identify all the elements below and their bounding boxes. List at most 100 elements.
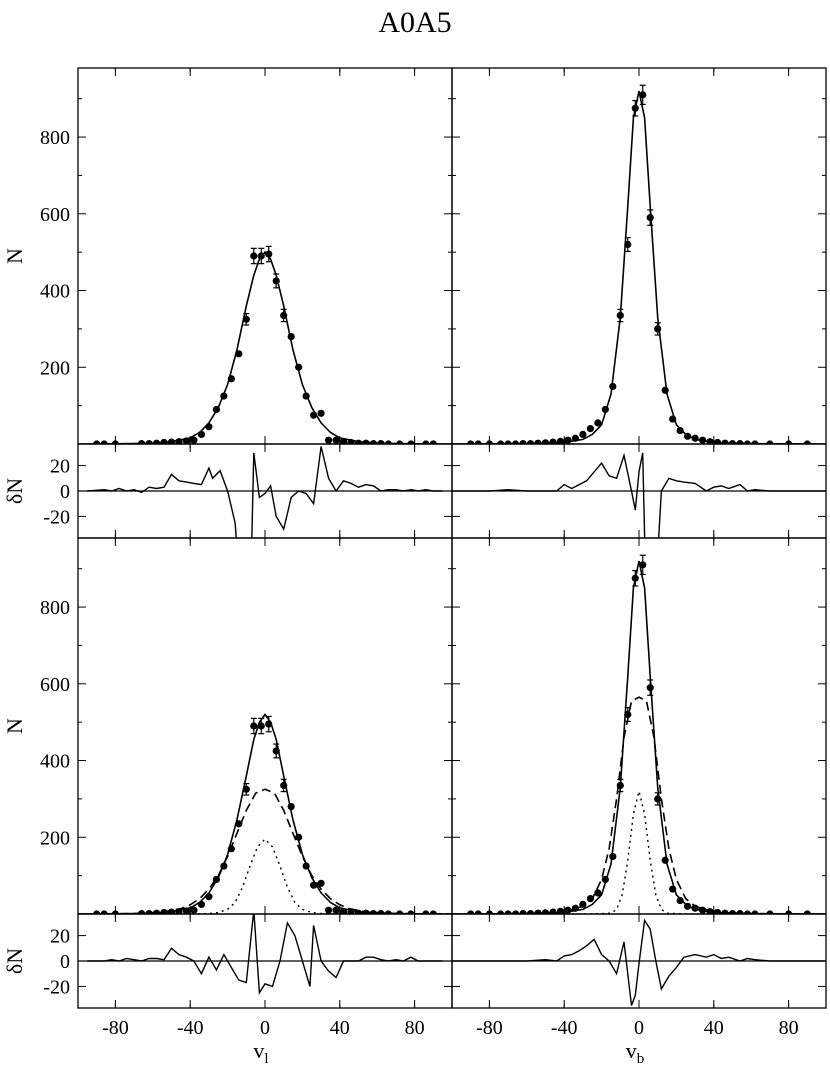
top-left-data-point [422, 440, 430, 444]
top-right-data-point [639, 91, 647, 99]
bottom-right-data-point [698, 906, 707, 914]
top-right-data-point [661, 386, 669, 394]
top-left-data-point [242, 315, 250, 323]
bottom-right-data-point [594, 889, 602, 897]
bottom-right-data-point [579, 900, 587, 909]
bottom-left-dotted-fit-curve [78, 838, 452, 914]
x-tick-label: -40 [551, 1017, 578, 1039]
top-left-data-point [317, 409, 325, 417]
bottom-left-data-point [205, 893, 213, 901]
top-left-data-point [235, 350, 243, 358]
bottom-left-data-point [369, 910, 378, 914]
bottom-right-data-point [586, 895, 594, 903]
x-tick-label: 0 [634, 1017, 644, 1039]
top-left-residual-line [87, 446, 443, 538]
x-tick-label: 80 [779, 1017, 799, 1039]
bottom-right-data-point [556, 907, 565, 914]
x-axis-label-vl: vl [253, 1038, 268, 1067]
top-left-data-point [332, 436, 340, 444]
x-tick-label: 40 [330, 1017, 350, 1039]
bottom-right-data-point [743, 910, 752, 914]
y-axis-label-N: N [2, 248, 27, 264]
main-y-tick-label: 200 [40, 827, 70, 849]
top-right-data-point [698, 436, 707, 444]
bottom-right-main-plot-area [452, 554, 826, 914]
y-axis-label-deltaN: δN [2, 948, 27, 974]
chart-title: A0A5 [378, 6, 452, 39]
top-left-data-point [137, 440, 146, 444]
top-right-data-point [654, 325, 662, 333]
bottom-right-data-point [669, 885, 677, 893]
bottom-right-data-point [497, 910, 505, 914]
bottom-right-data-point [728, 910, 737, 914]
bottom-right-data-point [564, 906, 572, 914]
top-right-data-point [526, 440, 535, 444]
top-left-data-point [175, 438, 183, 444]
bottom-right-resid-plot-area [452, 918, 826, 1006]
bottom-left-main-frame [77, 537, 453, 915]
x-tick-label: -80 [476, 1017, 503, 1039]
bottom-right-data-point [646, 684, 654, 692]
x-tick-label: -40 [177, 1017, 204, 1039]
top-left-data-point [212, 405, 220, 414]
bottom-left-data-point [235, 820, 243, 828]
top-right-data-point [616, 311, 624, 320]
bottom-left-data-point [339, 908, 348, 914]
top-right-data-point [519, 440, 527, 444]
top-right-main-frame [451, 67, 827, 445]
resid-y-tick-label: -20 [43, 976, 70, 998]
bottom-left-data-point [137, 910, 146, 914]
bottom-right-data-point [571, 904, 580, 912]
bottom-right-data-point [467, 910, 475, 914]
top-right-data-point [534, 439, 542, 444]
bottom-right-data-point [721, 909, 729, 914]
bottom-left-data-point [295, 833, 303, 841]
bottom-right-data-point [519, 910, 527, 914]
top-right-data-point [571, 434, 580, 442]
top-left-data-point [302, 392, 310, 400]
top-left-data-point [190, 436, 198, 444]
bottom-right-data-point [736, 910, 744, 914]
x-axis-label-vb: vb [626, 1038, 645, 1067]
bottom-left-data-point [302, 862, 310, 870]
bottom-right-data-point [526, 910, 535, 914]
bottom-left-residual-line [87, 914, 443, 995]
top-left-data-point [152, 439, 161, 444]
resid-y-tick-label: 0 [60, 481, 70, 503]
main-y-tick-label: 800 [40, 127, 70, 149]
top-left-data-point [369, 440, 378, 444]
bottom-right-data-point [609, 852, 617, 861]
top-right-data-point [785, 440, 793, 444]
top-left-data-point [182, 437, 191, 444]
top-right-data-point [646, 214, 654, 222]
top-left-resid-plot-area [78, 446, 452, 538]
top-left-data-point [257, 252, 265, 260]
bottom-left-data-point [347, 908, 355, 914]
bottom-right-data-point [541, 909, 550, 914]
bottom-left-data-point [220, 862, 228, 870]
bottom-right-data-point [684, 902, 692, 910]
bottom-left-data-point [250, 722, 258, 730]
main-y-tick-label: 600 [40, 204, 70, 226]
top-right-data-point [609, 382, 617, 391]
top-left-main-plot-area [78, 245, 452, 444]
bottom-left-data-point [227, 845, 235, 853]
top-right-residual-line [452, 452, 826, 538]
main-y-tick-label: 600 [40, 674, 70, 696]
bottom-right-data-point [474, 910, 482, 914]
bottom-right-data-point [631, 574, 639, 582]
top-right-data-point [736, 440, 744, 444]
bottom-right-data-point [803, 910, 811, 914]
bottom-left-resid-plot-area [78, 914, 452, 995]
bottom-left-data-point [272, 747, 280, 755]
top-right-data-point [728, 440, 737, 444]
bottom-left-data-point [167, 908, 176, 914]
bottom-right-residual-line [452, 918, 826, 1006]
y-axis-label-deltaN: δN [2, 478, 27, 504]
bottom-right-data-point [661, 856, 669, 864]
top-left-data-point [160, 438, 168, 444]
top-left-data-point [227, 375, 235, 383]
top-left-data-point [93, 440, 101, 444]
top-right-data-point [541, 439, 550, 444]
